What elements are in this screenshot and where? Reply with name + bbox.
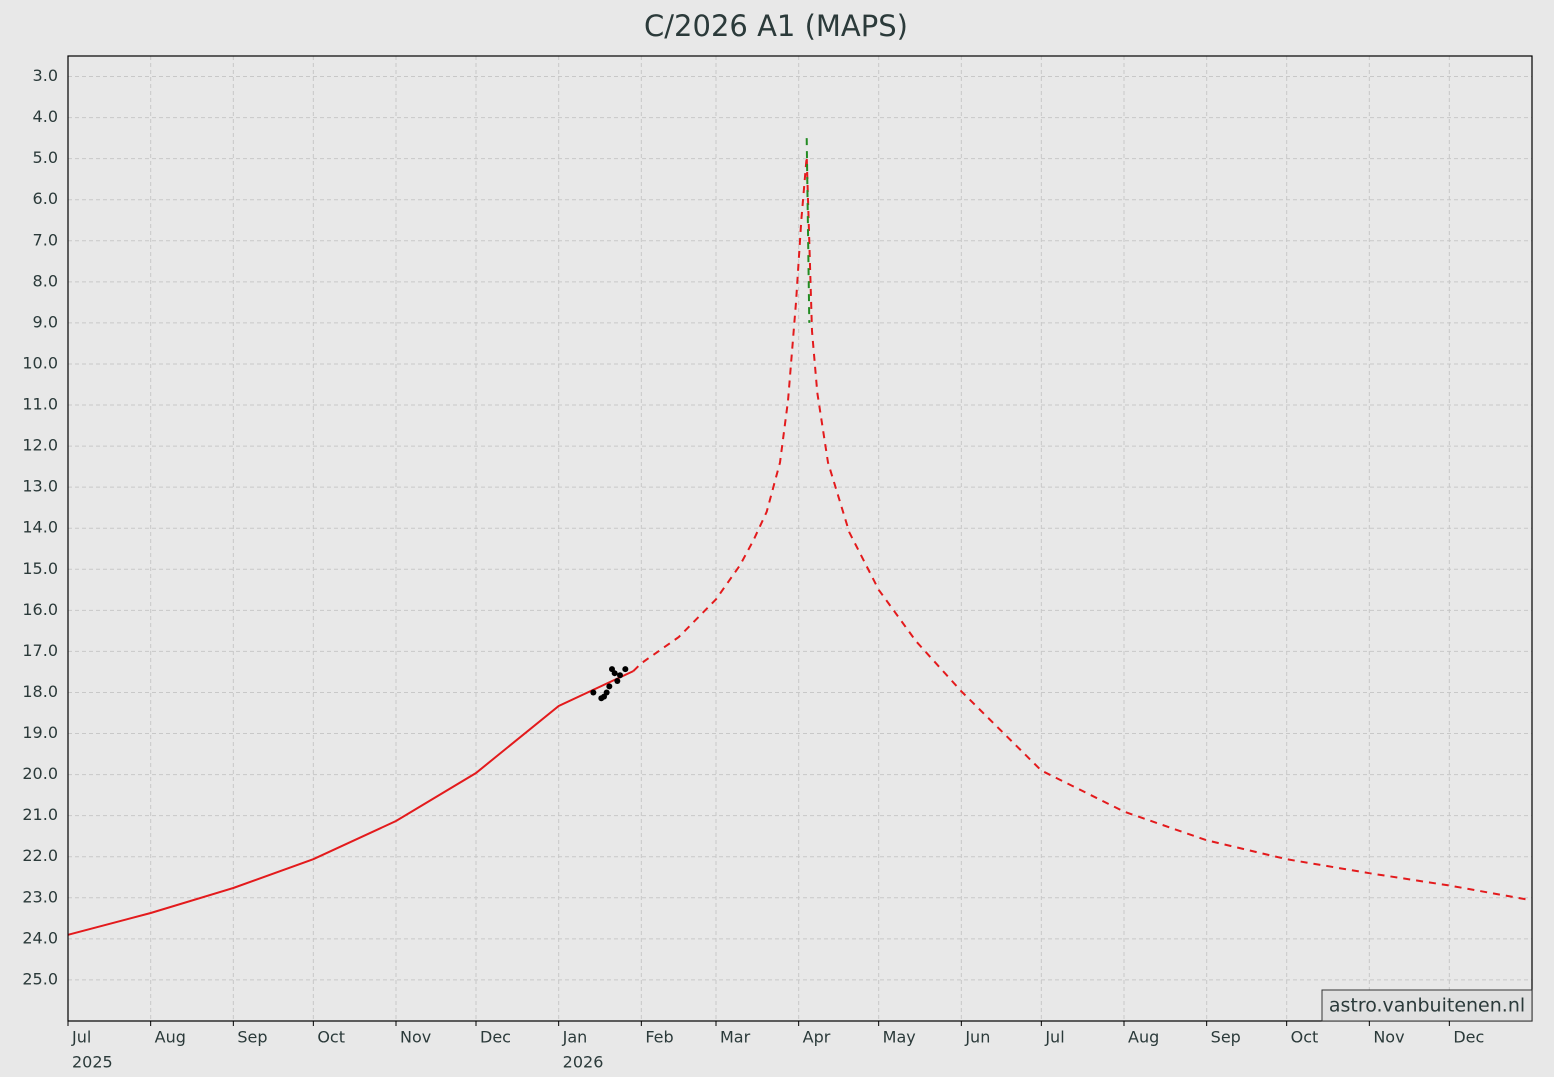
observation bbox=[611, 670, 618, 677]
y-tick-label: 22.0 bbox=[22, 846, 58, 865]
watermark: astro.vanbuitenen.nl bbox=[1329, 995, 1525, 1017]
y-tick-label: 14.0 bbox=[22, 518, 58, 537]
observation bbox=[622, 666, 629, 673]
x-tick-label: Jan bbox=[562, 1028, 588, 1047]
y-tick-label: 6.0 bbox=[33, 189, 58, 208]
x-tick-label: Aug bbox=[1128, 1028, 1159, 1047]
y-tick-label: 11.0 bbox=[22, 395, 58, 414]
observation bbox=[617, 672, 623, 679]
x-year-label: 2026 bbox=[563, 1053, 604, 1072]
x-tick-label: Jul bbox=[71, 1028, 91, 1047]
y-tick-label: 24.0 bbox=[22, 928, 58, 947]
y-tick-label: 12.0 bbox=[22, 436, 58, 455]
y-tick-label: 9.0 bbox=[33, 312, 58, 331]
line bbox=[67, 670, 634, 936]
x-tick-label: Nov bbox=[1373, 1028, 1404, 1047]
y-tick-label: 19.0 bbox=[22, 723, 58, 742]
y-tick-label: 10.0 bbox=[22, 353, 58, 372]
observation bbox=[603, 689, 610, 696]
y-tick-label: 3.0 bbox=[33, 66, 58, 85]
x-tick-label: Sep bbox=[1211, 1028, 1241, 1047]
y-tick-label: 21.0 bbox=[22, 805, 58, 824]
x-tick-label: Oct bbox=[317, 1028, 345, 1047]
x-tick-label: Nov bbox=[400, 1028, 431, 1047]
observation bbox=[590, 689, 597, 696]
x-tick-label: Mar bbox=[720, 1028, 751, 1047]
y-tick-label: 4.0 bbox=[33, 107, 58, 126]
y-tick-label: 15.0 bbox=[22, 559, 58, 578]
plot-area bbox=[68, 56, 1532, 1021]
watermark-box bbox=[1321, 989, 1533, 1022]
y-tick-label: 25.0 bbox=[22, 969, 58, 988]
x-tick-label: Feb bbox=[645, 1028, 673, 1047]
y-tick-label: 16.0 bbox=[22, 600, 58, 619]
x-tick-label: Dec bbox=[1453, 1028, 1484, 1047]
y-tick-label: 7.0 bbox=[33, 230, 58, 249]
observation bbox=[614, 677, 621, 684]
x-year-label: 2025 bbox=[72, 1053, 113, 1072]
dashed-line bbox=[805, 138, 811, 323]
x-tick-label: May bbox=[883, 1028, 916, 1047]
dashed-line bbox=[632, 156, 1530, 901]
x-tick-label: Aug bbox=[155, 1028, 186, 1047]
x-tick-label: Sep bbox=[237, 1028, 267, 1047]
plot-frame bbox=[67, 55, 1533, 1022]
y-tick-label: 23.0 bbox=[22, 887, 58, 906]
y-tick-label: 5.0 bbox=[33, 148, 58, 167]
observation bbox=[606, 683, 613, 690]
marks bbox=[67, 138, 1530, 936]
y-tick-label: 18.0 bbox=[22, 682, 58, 701]
y-tick-label: 8.0 bbox=[33, 271, 58, 290]
x-tick-label: Oct bbox=[1291, 1028, 1319, 1047]
grid bbox=[67, 56, 1532, 1021]
y-tick-label: 13.0 bbox=[22, 477, 58, 496]
x-tick-label: Dec bbox=[480, 1028, 511, 1047]
chart-title: C/2026 A1 (MAPS) bbox=[644, 9, 908, 43]
x-tick-label: Jul bbox=[1044, 1028, 1064, 1047]
y-tick-label: 20.0 bbox=[22, 764, 58, 783]
x-tick-label: Apr bbox=[803, 1028, 831, 1047]
x-tick-label: Jun bbox=[964, 1028, 990, 1047]
y-tick-label: 17.0 bbox=[22, 641, 58, 660]
